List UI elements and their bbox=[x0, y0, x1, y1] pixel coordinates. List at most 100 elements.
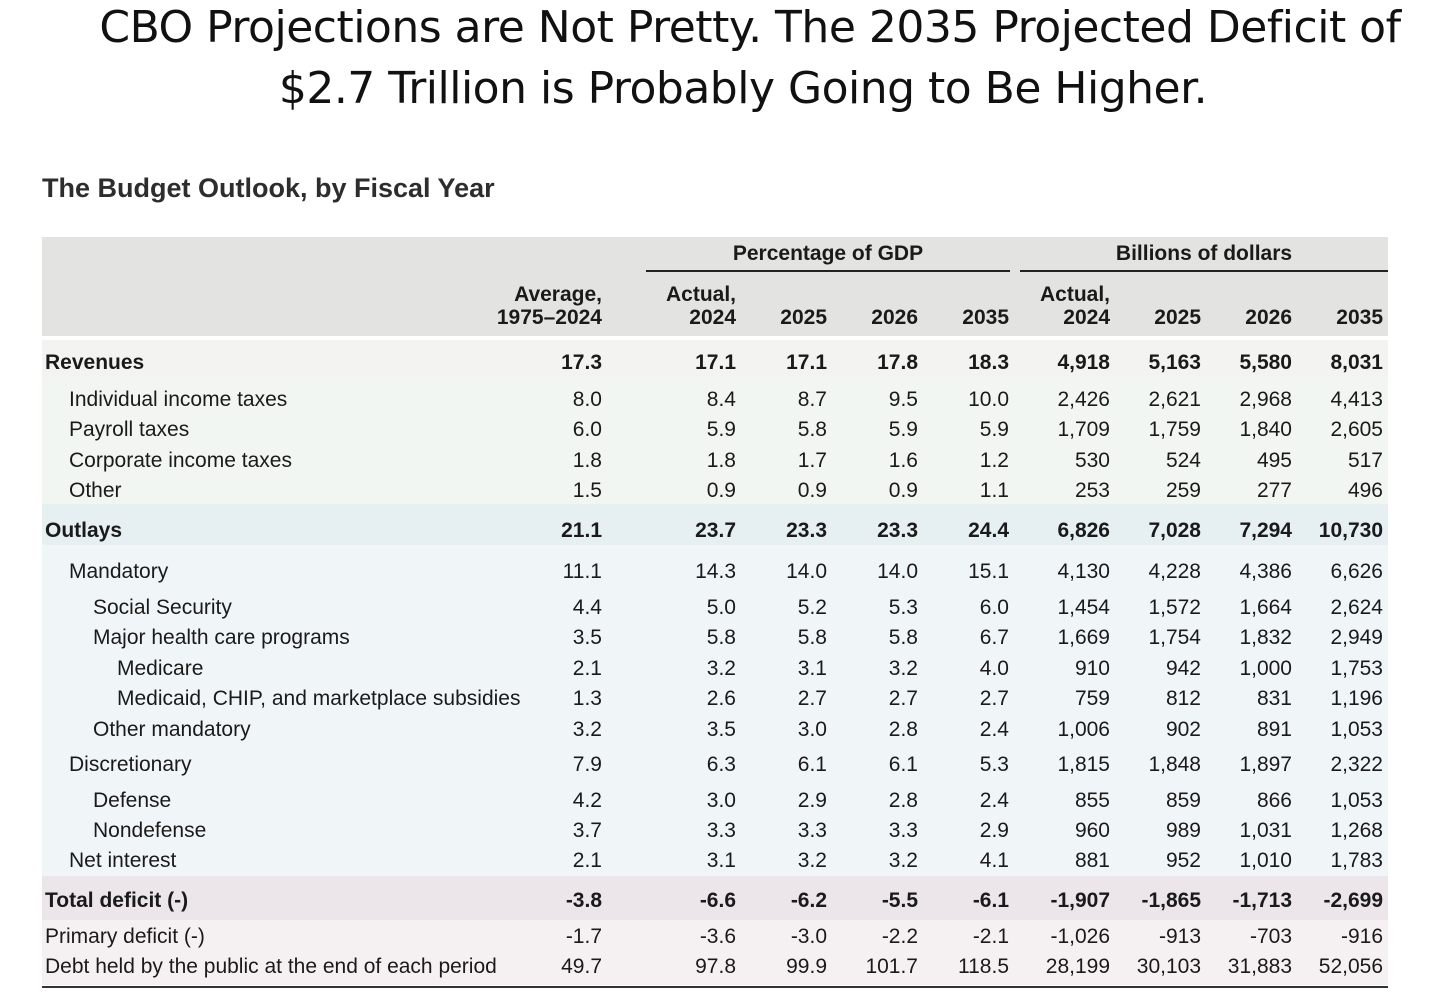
column-header: 2035 bbox=[1336, 306, 1383, 329]
table-row: Major health care programs 3.5 5.8 5.8 5.8 6.… bbox=[42, 626, 1388, 652]
table-row: Other mandatory 3.2 3.5 3.0 2.8 2.4 1,006 902 89… bbox=[42, 718, 1388, 744]
cell-value: 3.0 bbox=[797, 718, 827, 741]
cell-value: 15.1 bbox=[968, 560, 1009, 583]
cell-value: -3.8 bbox=[565, 889, 602, 912]
cell-value: 0.9 bbox=[797, 479, 827, 502]
cell-value: 24.4 bbox=[968, 519, 1009, 542]
cell-value: 5,163 bbox=[1148, 351, 1201, 374]
table-header bbox=[42, 237, 1388, 336]
cell-value: 960 bbox=[1074, 819, 1110, 842]
row-label: Corporate income taxes bbox=[69, 449, 292, 472]
cell-value: 3.3 bbox=[797, 819, 827, 842]
cell-value: 31,883 bbox=[1227, 955, 1292, 978]
cell-value: 3.2 bbox=[797, 849, 827, 872]
cell-value: 3.0 bbox=[706, 789, 736, 812]
cell-value: 2,621 bbox=[1148, 388, 1201, 411]
table-row: Mandatory 11.1 14.3 14.0 14.0 15.1 4,130 4,228 4… bbox=[42, 560, 1388, 586]
cell-value: -2.2 bbox=[881, 925, 918, 948]
row-label: Medicare bbox=[117, 657, 204, 680]
cell-value: 18.3 bbox=[968, 351, 1009, 374]
cell-value: 3.2 bbox=[706, 657, 736, 680]
cell-value: 1,783 bbox=[1330, 849, 1383, 872]
cell-value: 2.9 bbox=[797, 789, 827, 812]
cell-value: -913 bbox=[1158, 925, 1201, 948]
cell-value: 49.7 bbox=[561, 955, 602, 978]
cell-value: 9.5 bbox=[888, 388, 918, 411]
revenues-header-band bbox=[42, 340, 1388, 377]
cell-value: 8.7 bbox=[797, 388, 827, 411]
cell-value: 1,053 bbox=[1330, 718, 1383, 741]
cell-value: 6.0 bbox=[572, 418, 602, 441]
cell-value: 2,968 bbox=[1239, 388, 1292, 411]
cell-value: 4,386 bbox=[1239, 560, 1292, 583]
table-row: Social Security 4.4 5.0 5.2 5.3 6.0 1,454 1,572… bbox=[42, 596, 1388, 622]
column-header: 2026 bbox=[871, 306, 918, 329]
column-header: Actual, 2024 bbox=[1039, 283, 1110, 329]
cell-value: -1,713 bbox=[1232, 889, 1292, 912]
cell-value: 3.1 bbox=[797, 657, 827, 680]
cell-value: 1,709 bbox=[1057, 418, 1110, 441]
cell-value: 6.7 bbox=[979, 626, 1009, 649]
cell-value: 101.7 bbox=[865, 955, 918, 978]
deficit-header-band bbox=[42, 876, 1388, 920]
cell-value: 1,454 bbox=[1057, 596, 1110, 619]
table-row: Other 1.5 0.9 0.9 0.9 1.1 253 259 277 496 bbox=[42, 479, 1388, 505]
cell-value: 1.2 bbox=[979, 449, 1009, 472]
group-rule-percentage-gdp bbox=[646, 270, 1010, 272]
cell-value: 3.5 bbox=[706, 718, 736, 741]
row-label: Net interest bbox=[69, 849, 177, 872]
cell-value: 2,322 bbox=[1330, 753, 1383, 776]
cell-value: 5.9 bbox=[979, 418, 1009, 441]
table-row: Individual income taxes 8.0 8.4 8.7 9.5 10.0 2… bbox=[42, 388, 1388, 414]
cell-value: -916 bbox=[1340, 925, 1383, 948]
cell-value: 10.0 bbox=[968, 388, 1009, 411]
cell-value: 3.3 bbox=[888, 819, 918, 842]
row-label: Outlays bbox=[45, 519, 123, 542]
cell-value: 6.0 bbox=[979, 596, 1009, 619]
cell-value: 17.3 bbox=[561, 351, 602, 374]
cell-value: 2.4 bbox=[979, 718, 1009, 741]
cell-value: 6,826 bbox=[1057, 519, 1110, 542]
cell-value: 2,426 bbox=[1057, 388, 1110, 411]
cell-value: 7.9 bbox=[572, 753, 602, 776]
cell-value: 10,730 bbox=[1318, 519, 1383, 542]
cell-value: 1.7 bbox=[797, 449, 827, 472]
headline-line-1: CBO Projections are Not Pretty. The 2035… bbox=[99, 2, 1401, 53]
cell-value: 1.3 bbox=[572, 687, 602, 710]
column-header: 2025 bbox=[780, 306, 827, 329]
cell-value: 2,624 bbox=[1330, 596, 1383, 619]
cell-value: 5.2 bbox=[797, 596, 827, 619]
table-row: Outlays 21.1 23.7 23.3 23.3 24.4 6,826 7,028 7,2… bbox=[42, 519, 1388, 545]
cell-value: 1,754 bbox=[1148, 626, 1201, 649]
cell-value: 0.9 bbox=[888, 479, 918, 502]
table-row: Debt held by the public at the end of ea… bbox=[42, 955, 1388, 981]
cell-value: -6.6 bbox=[699, 889, 736, 912]
table-row: Medicaid, CHIP, and marketplace subsidie… bbox=[42, 687, 1388, 713]
column-header: 2035 bbox=[962, 306, 1009, 329]
cell-value: 5.9 bbox=[888, 418, 918, 441]
group-header-billions-dollars: Billions of dollars bbox=[1115, 242, 1293, 265]
row-label: Major health care programs bbox=[93, 626, 350, 649]
cell-value: 2.6 bbox=[706, 687, 736, 710]
cell-value: 5.0 bbox=[706, 596, 736, 619]
row-label: Debt held by the public at the end of ea… bbox=[45, 955, 497, 978]
cell-value: 1,848 bbox=[1148, 753, 1201, 776]
cell-value: 23.3 bbox=[877, 519, 918, 542]
cell-value: 4,413 bbox=[1330, 388, 1383, 411]
cell-value: 17.1 bbox=[786, 351, 827, 374]
cell-value: 1.1 bbox=[979, 479, 1009, 502]
cell-value: 1,196 bbox=[1330, 687, 1383, 710]
cell-value: 2.8 bbox=[888, 718, 918, 741]
cell-value: 277 bbox=[1256, 479, 1292, 502]
cell-value: -1.7 bbox=[565, 925, 602, 948]
cell-value: 1,815 bbox=[1057, 753, 1110, 776]
cell-value: 2.7 bbox=[888, 687, 918, 710]
cell-value: 6.1 bbox=[797, 753, 827, 776]
cell-value: 5.8 bbox=[706, 626, 736, 649]
table-bottom-rule bbox=[42, 986, 1388, 988]
cell-value: 28,199 bbox=[1045, 955, 1110, 978]
cell-value: 952 bbox=[1165, 849, 1201, 872]
row-label: Individual income taxes bbox=[69, 388, 288, 411]
cell-value: 5.3 bbox=[888, 596, 918, 619]
cell-value: 891 bbox=[1256, 718, 1292, 741]
